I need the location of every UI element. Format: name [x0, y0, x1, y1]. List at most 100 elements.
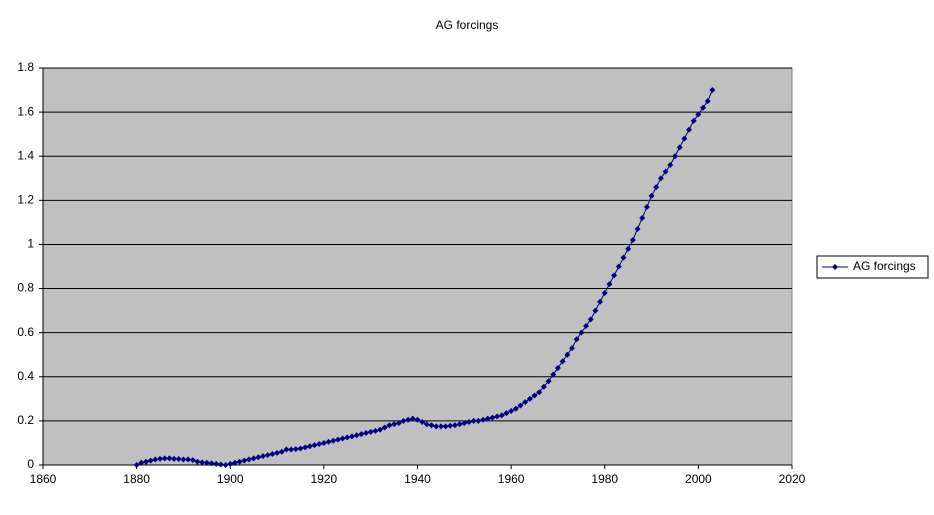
marker: [676, 144, 683, 151]
marker: [578, 329, 585, 336]
marker: [568, 345, 575, 352]
marker: [147, 457, 154, 464]
marker: [255, 454, 262, 461]
marker: [302, 444, 309, 451]
x-tick-label: 1880: [123, 472, 150, 486]
marker: [587, 316, 594, 323]
x-tick-label: 1960: [498, 472, 525, 486]
marker: [512, 405, 519, 412]
y-tick-label: 1.6: [17, 104, 34, 118]
marker: [531, 392, 538, 399]
marker: [306, 443, 313, 450]
marker: [292, 446, 299, 453]
y-tick-label: 0: [27, 457, 34, 471]
marker: [667, 162, 674, 169]
y-tick-label: 1.8: [17, 60, 34, 74]
marker: [451, 422, 458, 429]
marker: [643, 203, 650, 210]
marker: [405, 416, 412, 423]
marker: [657, 175, 664, 182]
marker: [363, 430, 370, 437]
y-tick-label: 1.2: [17, 193, 34, 207]
marker: [377, 426, 384, 433]
marker: [311, 442, 318, 449]
marker: [470, 417, 477, 424]
marker: [601, 289, 608, 296]
legend-marker: [832, 264, 838, 270]
marker: [498, 412, 505, 419]
y-tick-label: 0.4: [17, 369, 34, 383]
marker: [592, 307, 599, 314]
marker: [409, 415, 416, 422]
marker: [653, 184, 660, 191]
legend-label: AG forcings: [853, 259, 916, 273]
marker: [611, 272, 618, 279]
marker: [554, 364, 561, 371]
marker: [428, 422, 435, 429]
marker: [236, 458, 243, 465]
marker: [536, 389, 543, 396]
marker: [278, 448, 285, 455]
marker: [695, 111, 702, 118]
marker: [433, 423, 440, 430]
marker: [442, 423, 449, 430]
marker: [171, 455, 178, 462]
marker: [456, 421, 463, 428]
marker: [414, 416, 421, 423]
marker: [681, 135, 688, 142]
marker: [185, 456, 192, 463]
x-tick-label: 2000: [685, 472, 712, 486]
marker: [545, 378, 552, 385]
legend: [816, 255, 929, 279]
marker: [138, 459, 145, 466]
marker: [152, 456, 159, 463]
marker: [494, 413, 501, 420]
marker: [447, 422, 454, 429]
marker: [700, 104, 707, 111]
marker: [639, 214, 646, 221]
marker: [157, 455, 164, 462]
marker: [709, 87, 716, 94]
marker: [175, 456, 182, 463]
marker: [480, 416, 487, 423]
marker: [194, 458, 201, 465]
marker: [615, 263, 622, 270]
plot-area: [42, 67, 793, 466]
y-tick-label: 1.4: [17, 148, 34, 162]
marker: [522, 399, 529, 406]
marker: [372, 427, 379, 434]
y-tick-label: 0.2: [17, 413, 34, 427]
marker: [386, 422, 393, 429]
marker: [550, 371, 557, 378]
y-tick-label: 0.6: [17, 325, 34, 339]
marker: [339, 435, 346, 442]
marker: [400, 417, 407, 424]
marker: [367, 428, 374, 435]
marker: [648, 192, 655, 199]
marker: [203, 459, 210, 466]
marker: [620, 254, 627, 261]
marker: [260, 453, 267, 460]
x-tick-label: 1920: [311, 472, 338, 486]
marker: [559, 358, 566, 365]
marker: [264, 452, 271, 459]
marker: [166, 455, 173, 462]
marker: [634, 226, 641, 233]
x-tick-label: 1900: [217, 472, 244, 486]
marker: [573, 336, 580, 343]
marker: [316, 441, 323, 448]
marker: [583, 323, 590, 330]
marker: [489, 414, 496, 421]
marker: [297, 445, 304, 452]
marker: [508, 407, 515, 414]
marker: [250, 455, 257, 462]
marker: [484, 415, 491, 422]
marker: [606, 281, 613, 288]
marker: [227, 460, 234, 467]
marker: [437, 423, 444, 430]
marker: [564, 351, 571, 358]
marker: [133, 462, 140, 468]
marker: [217, 461, 224, 468]
marker: [189, 457, 196, 464]
